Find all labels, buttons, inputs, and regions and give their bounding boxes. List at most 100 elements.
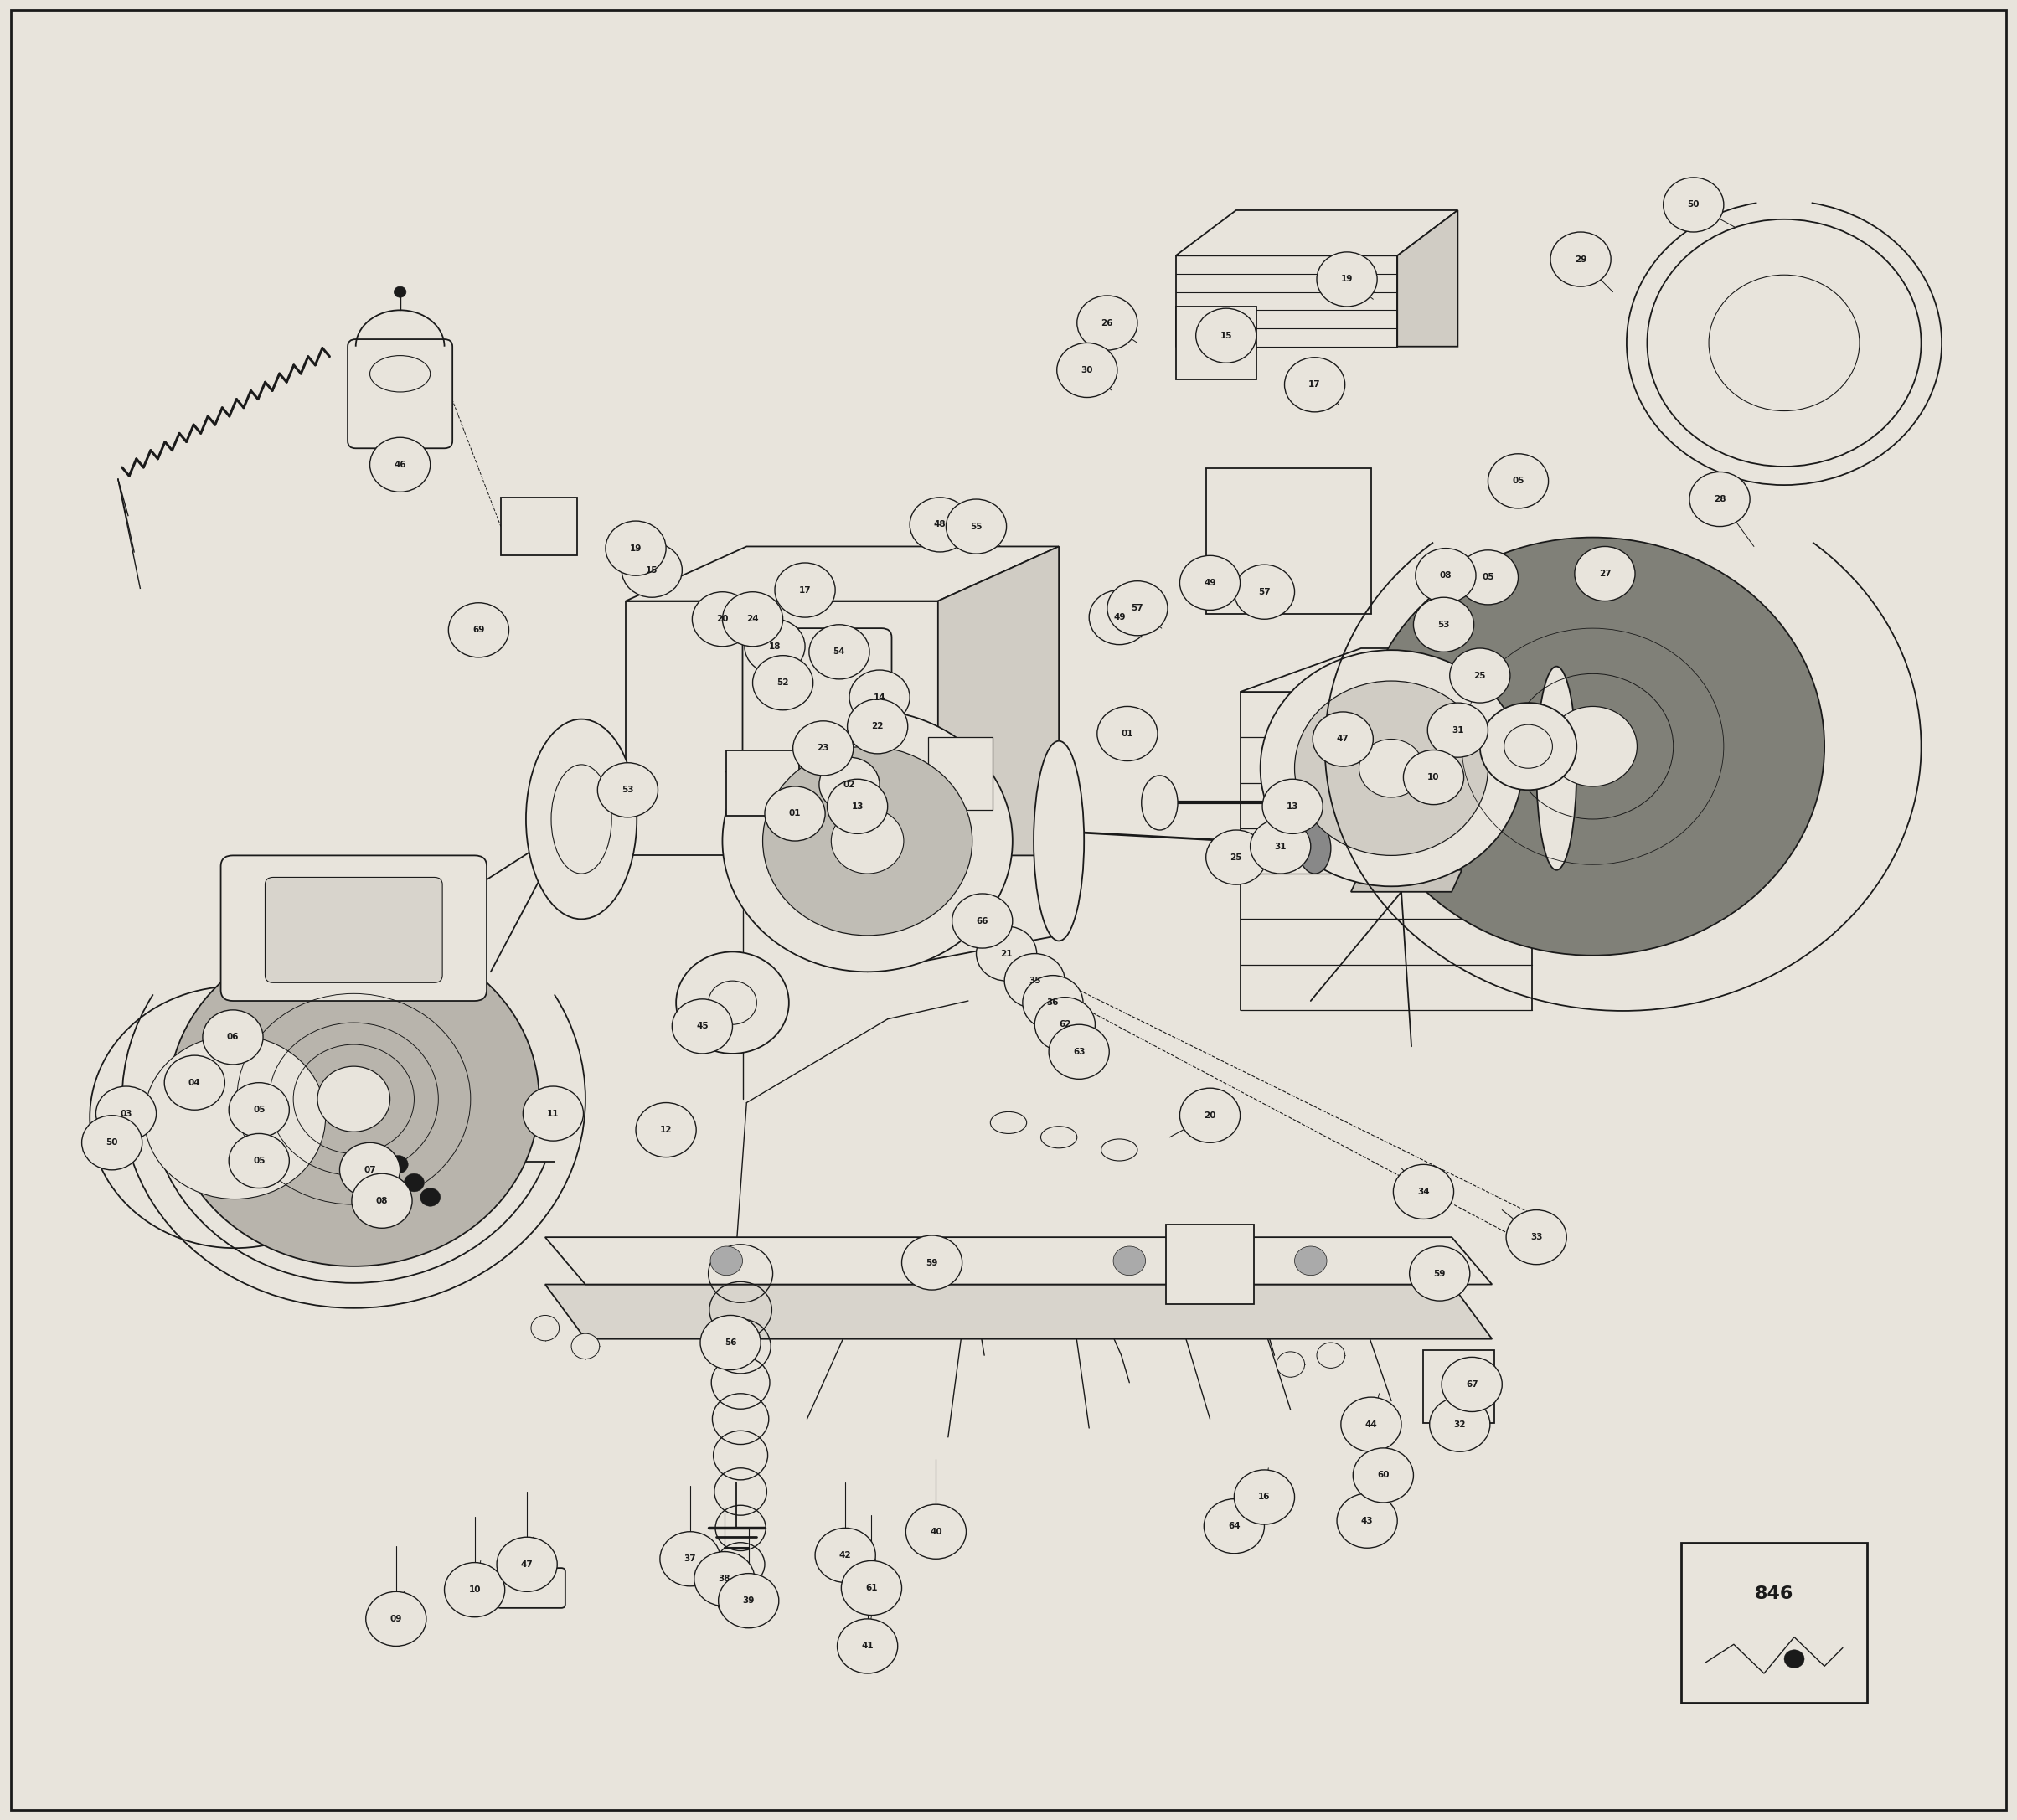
Circle shape [635,1103,696,1158]
Circle shape [952,894,1013,948]
Circle shape [571,1334,599,1360]
Text: 39: 39 [742,1596,754,1605]
Circle shape [793,721,853,775]
Circle shape [228,1134,288,1188]
Circle shape [1285,357,1345,411]
Text: 06: 06 [226,1034,238,1041]
Circle shape [1442,1358,1503,1412]
Circle shape [1004,954,1065,1008]
Circle shape [676,952,789,1054]
Circle shape [910,497,970,551]
Text: 59: 59 [1434,1269,1446,1278]
Circle shape [1505,724,1553,768]
FancyBboxPatch shape [500,497,577,555]
Text: 05: 05 [252,1158,264,1165]
Ellipse shape [551,764,611,874]
Ellipse shape [1299,823,1331,874]
Polygon shape [1240,648,1654,692]
Text: 46: 46 [393,460,405,470]
Circle shape [1480,703,1577,790]
Circle shape [1414,597,1474,652]
Circle shape [1341,1398,1402,1452]
Circle shape [1180,1088,1240,1143]
Circle shape [1394,1165,1454,1219]
Text: 11: 11 [547,1110,559,1117]
FancyBboxPatch shape [1166,1225,1255,1305]
Text: 27: 27 [1599,570,1612,579]
Circle shape [1404,750,1464,804]
Circle shape [369,437,430,491]
Circle shape [163,1056,224,1110]
Text: 59: 59 [926,1258,938,1267]
Text: 20: 20 [716,615,728,624]
Text: 05: 05 [252,1107,264,1114]
Text: 23: 23 [817,744,829,752]
Circle shape [317,1067,389,1132]
Text: 57: 57 [1132,604,1144,613]
Circle shape [1317,251,1378,306]
Circle shape [1234,564,1295,619]
Circle shape [827,779,887,834]
Circle shape [1359,739,1424,797]
Circle shape [902,1236,962,1290]
Circle shape [692,592,752,646]
Circle shape [1261,650,1523,886]
Text: 34: 34 [1418,1188,1430,1196]
Circle shape [775,562,835,617]
Circle shape [387,1156,407,1174]
FancyBboxPatch shape [742,628,892,792]
Text: 30: 30 [1081,366,1093,375]
Circle shape [762,746,972,935]
Text: 67: 67 [1466,1380,1478,1389]
Circle shape [1416,548,1476,602]
Circle shape [393,286,405,297]
Text: 31: 31 [1275,843,1287,850]
Circle shape [906,1505,966,1560]
Text: 04: 04 [188,1079,202,1087]
Text: 32: 32 [1454,1420,1466,1429]
Text: 36: 36 [1047,999,1059,1006]
Text: 13: 13 [1287,803,1299,810]
Text: 60: 60 [1378,1471,1390,1480]
Circle shape [530,1316,559,1341]
Circle shape [522,1087,583,1141]
Text: 13: 13 [851,803,863,810]
Circle shape [621,542,682,597]
Ellipse shape [526,719,637,919]
Circle shape [1295,1247,1327,1276]
Circle shape [202,1010,262,1065]
Text: 47: 47 [520,1560,532,1569]
Text: 29: 29 [1575,255,1587,264]
Text: 16: 16 [1259,1492,1271,1502]
Circle shape [1089,590,1150,644]
FancyBboxPatch shape [726,750,799,815]
Text: 62: 62 [1059,1021,1071,1028]
Circle shape [496,1538,557,1592]
Circle shape [1450,648,1511,703]
Circle shape [228,1083,288,1138]
Circle shape [403,1174,424,1192]
FancyBboxPatch shape [1176,306,1257,379]
Text: 44: 44 [1366,1420,1378,1429]
Circle shape [1251,819,1311,874]
FancyBboxPatch shape [347,339,452,448]
Text: 38: 38 [718,1574,730,1583]
Text: 01: 01 [1121,730,1134,737]
Circle shape [1057,342,1117,397]
Text: 49: 49 [1204,579,1216,588]
Text: 24: 24 [746,615,758,624]
Text: 55: 55 [970,522,982,531]
Circle shape [837,1620,898,1673]
Circle shape [1049,1025,1109,1079]
Circle shape [1263,779,1323,834]
Circle shape [946,499,1006,553]
Text: 17: 17 [799,586,811,595]
Circle shape [660,1532,720,1587]
Ellipse shape [1033,741,1083,941]
Text: 57: 57 [1259,588,1271,597]
FancyBboxPatch shape [1424,1350,1495,1423]
Circle shape [1549,706,1638,786]
Text: 50: 50 [1688,200,1700,209]
Circle shape [1196,308,1257,362]
Circle shape [1277,1352,1305,1378]
